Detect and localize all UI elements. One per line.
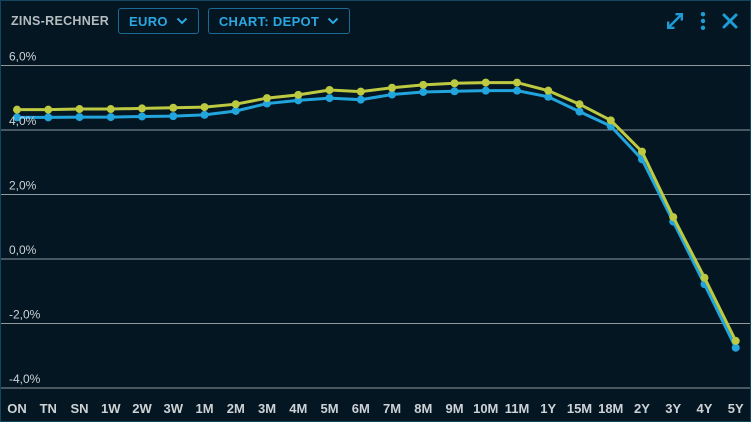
series-yellow-point	[356, 87, 365, 96]
x-axis-label: 5Y	[728, 401, 744, 416]
chevron-down-icon	[327, 17, 339, 25]
x-axis-label: 5M	[320, 401, 338, 416]
x-axis-label: 18M	[598, 401, 623, 416]
series-yellow-point	[13, 105, 21, 114]
x-axis-label: 15M	[567, 401, 592, 416]
x-axis-label: 2W	[132, 401, 152, 416]
x-axis-label: 4M	[289, 401, 307, 416]
series-cyan-point	[13, 113, 21, 122]
series-cyan-point	[294, 96, 303, 105]
series-yellow-point	[44, 105, 53, 114]
header-icons	[665, 11, 739, 31]
expand-icon[interactable]	[665, 11, 685, 31]
series-yellow-point	[106, 105, 115, 114]
x-axis-label: TN	[40, 401, 57, 416]
series-yellow-point	[325, 86, 334, 95]
x-axis-label: 2M	[227, 401, 245, 416]
y-axis-label: 4,0%	[9, 114, 37, 128]
series-cyan-point	[450, 87, 459, 96]
x-axis-label: 2Y	[634, 401, 650, 416]
currency-dropdown-value: EURO	[129, 13, 168, 29]
series-cyan-point	[419, 87, 428, 96]
chart-type-dropdown[interactable]: CHART: DEPOT	[207, 8, 351, 34]
x-axis-label: 6M	[352, 401, 370, 416]
x-axis-label: 8M	[414, 401, 432, 416]
series-yellow-point	[700, 273, 709, 282]
x-axis-label: 3W	[164, 401, 184, 416]
series-yellow-point	[231, 100, 240, 109]
series-yellow-point	[731, 336, 740, 345]
series-yellow-line	[17, 81, 738, 342]
series-yellow-point	[606, 116, 615, 125]
series-cyan-point	[388, 90, 396, 99]
x-axis-label: 11M	[505, 401, 530, 416]
x-axis-label: 1M	[195, 401, 213, 416]
series-cyan-point	[325, 94, 334, 103]
series-cyan-point	[75, 113, 84, 122]
widget-title: ZINS-RECHNER	[11, 14, 110, 28]
series-cyan-point	[575, 107, 584, 116]
series-cyan-point	[544, 92, 553, 101]
series-cyan-point	[169, 112, 178, 121]
series-yellow-point	[450, 79, 459, 88]
series-cyan-point	[106, 113, 115, 122]
y-axis-label: -2,0%	[9, 308, 41, 322]
widget-header: ZINS-RECHNER EURO CHART: DEPOT	[1, 1, 750, 41]
series-yellow-point	[481, 78, 490, 87]
x-axis-label: 9M	[445, 401, 463, 416]
series-yellow-point	[263, 94, 271, 103]
x-axis-label: 10M	[473, 401, 498, 416]
x-axis-label: 3Y	[665, 401, 681, 416]
series-yellow-point	[388, 83, 396, 92]
y-axis-label: 2,0%	[9, 179, 37, 193]
x-axis-label: 7M	[383, 401, 401, 416]
series-cyan-point	[513, 86, 521, 95]
series-cyan-point	[231, 106, 240, 115]
chart-type-dropdown-value: CHART: DEPOT	[218, 13, 320, 29]
x-axis-label: ON	[7, 401, 27, 416]
series-yellow-point	[294, 90, 303, 99]
series-yellow-point	[544, 86, 553, 95]
kebab-menu-icon[interactable]	[700, 11, 706, 31]
series-cyan-point	[200, 110, 209, 119]
y-axis-label: 0,0%	[9, 243, 37, 257]
x-axis-label: 1Y	[540, 401, 556, 416]
series-yellow-point	[200, 103, 209, 112]
series-cyan-point	[263, 99, 271, 108]
x-axis-label: 4Y	[697, 401, 713, 416]
series-yellow-point	[638, 147, 646, 156]
series-cyan-point	[44, 113, 53, 122]
x-axis-label: SN	[70, 401, 88, 416]
series-yellow-point	[575, 100, 584, 109]
x-axis-label: 3M	[258, 401, 276, 416]
series-yellow-point	[419, 80, 428, 89]
series-yellow-point	[75, 105, 84, 114]
series-cyan-line	[17, 89, 738, 349]
series-cyan-point	[356, 95, 365, 104]
series-yellow-point	[138, 104, 146, 113]
series-cyan-point	[481, 86, 490, 95]
series-yellow-point	[169, 103, 178, 112]
series-yellow-point	[513, 78, 521, 87]
x-axis-label: 1W	[101, 401, 121, 416]
close-icon[interactable]	[721, 12, 739, 30]
currency-dropdown[interactable]: EURO	[118, 8, 199, 34]
series-yellow-point	[669, 213, 678, 222]
y-axis-label: 6,0%	[9, 50, 37, 64]
chevron-down-icon	[176, 17, 188, 25]
series-cyan-point	[138, 112, 146, 121]
series-cyan-point	[731, 343, 740, 352]
y-axis-label: -4,0%	[9, 372, 41, 386]
